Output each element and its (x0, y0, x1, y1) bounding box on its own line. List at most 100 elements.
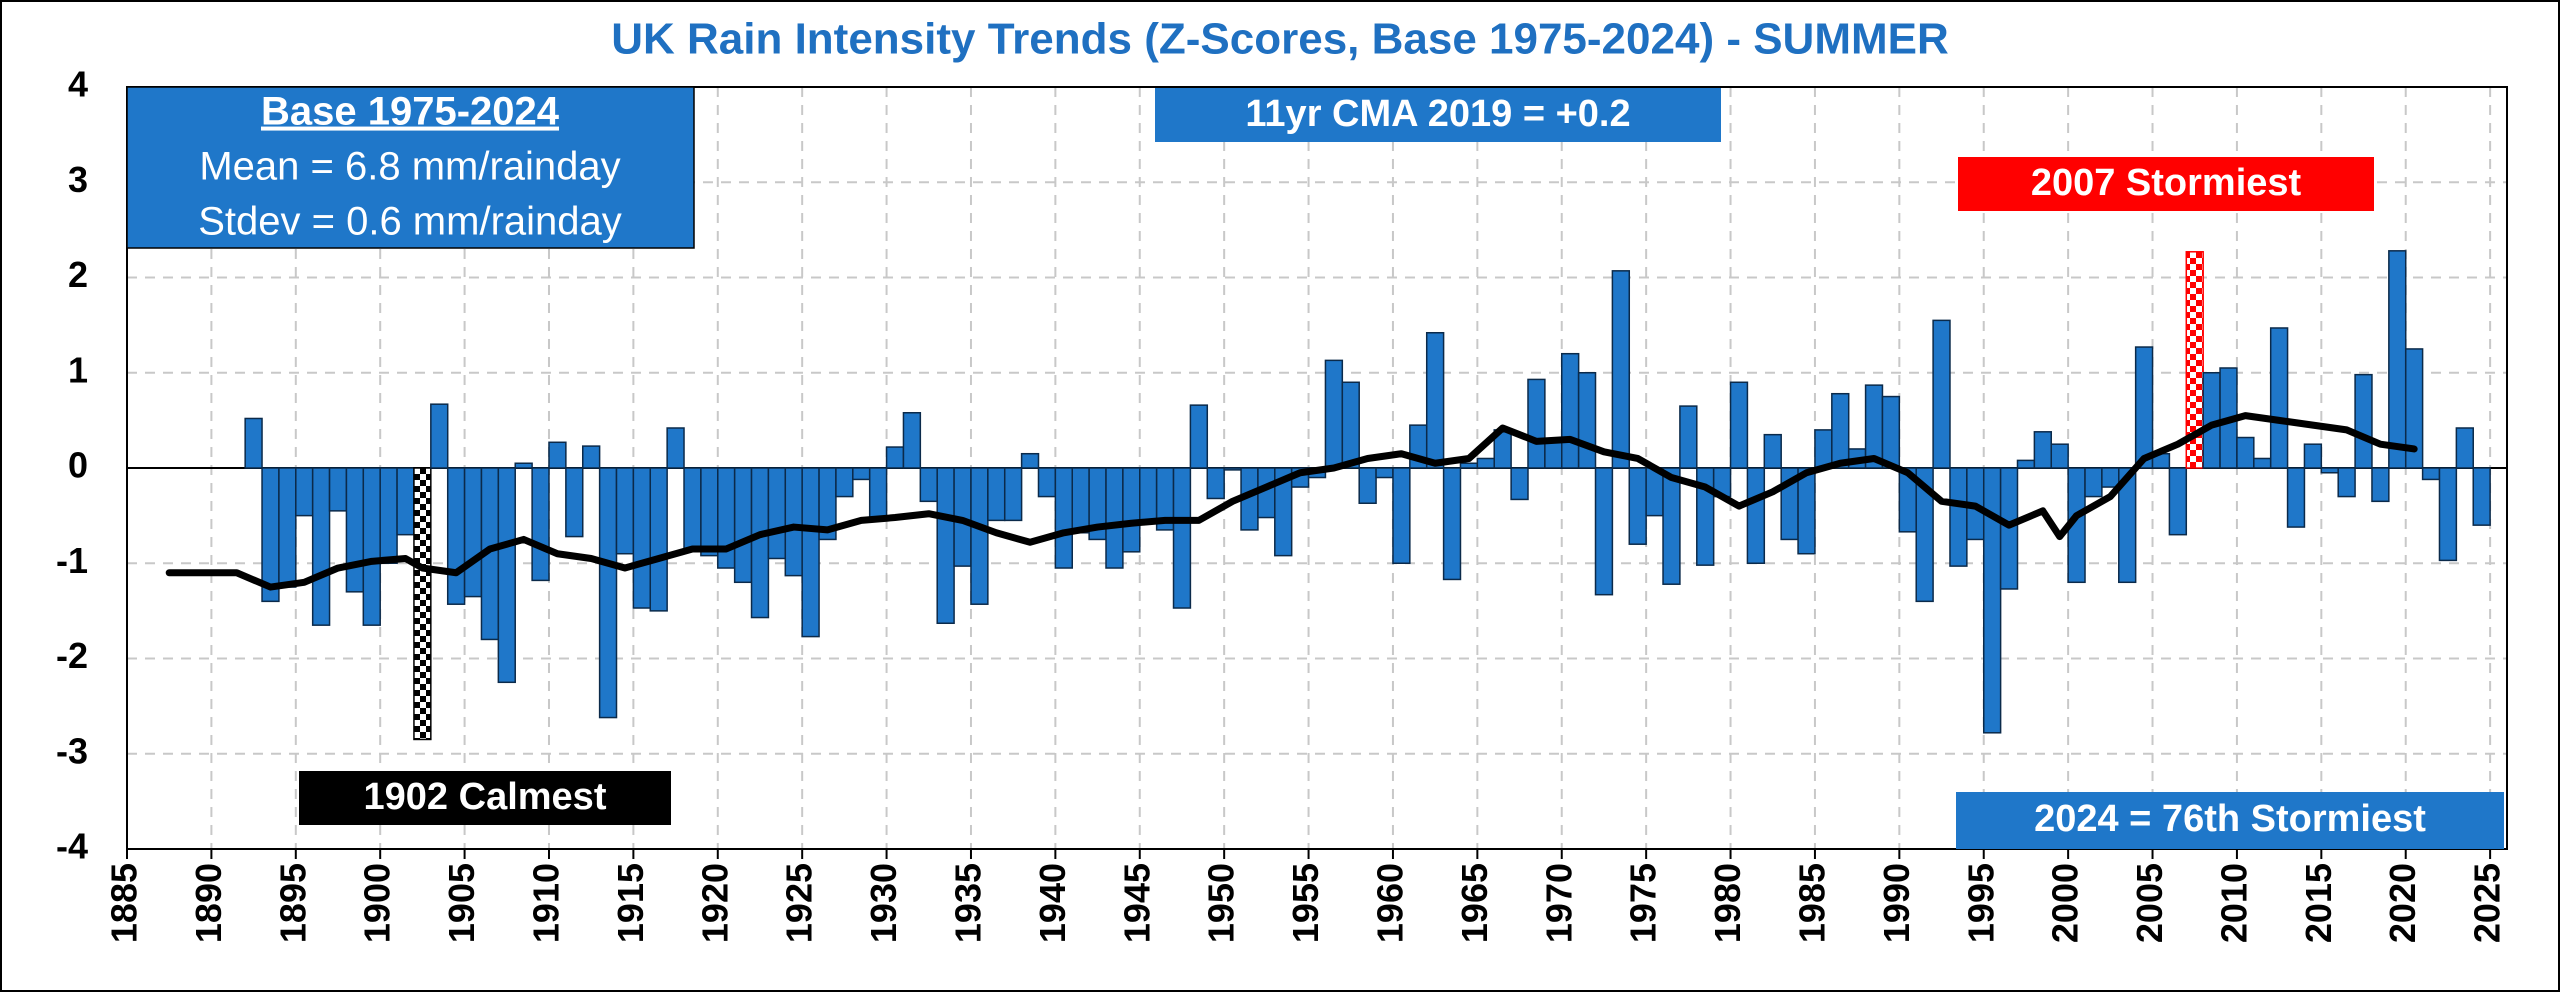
bar (2286, 467, 2306, 528)
bar (1679, 405, 1698, 469)
y-tick-label: 3 (68, 159, 88, 200)
x-tick-label: 1925 (779, 863, 820, 943)
bar (2303, 443, 2323, 469)
bar (2168, 467, 2188, 536)
bar (1831, 392, 1850, 469)
x-tick-label: 1970 (1538, 863, 1579, 943)
bar (1375, 467, 1394, 479)
x-tick-label: 1900 (357, 863, 398, 943)
bar (852, 467, 871, 481)
bar (311, 467, 331, 626)
bar (531, 467, 550, 582)
bar (1139, 467, 1158, 522)
bar (1577, 372, 1597, 469)
bar (1172, 467, 1192, 609)
bar (2472, 467, 2491, 526)
bar (295, 467, 314, 517)
y-tick-label: -2 (56, 635, 88, 676)
bar (548, 441, 567, 469)
bar (2455, 427, 2474, 469)
x-tick-label: 2000 (2045, 863, 2086, 943)
x-tick-label: 1890 (188, 863, 229, 943)
bar (767, 467, 787, 560)
bar (2084, 467, 2103, 498)
bar (1442, 467, 1462, 581)
bar (430, 403, 449, 469)
x-tick-label: 1990 (1876, 863, 1917, 943)
bar (2118, 467, 2137, 584)
bar (581, 445, 601, 469)
x-tick-label: 2015 (2298, 863, 2339, 943)
bar (1206, 467, 1225, 500)
x-tick-label: 1975 (1623, 863, 1664, 943)
y-tick-label: -4 (56, 826, 88, 867)
x-tick-label: 1920 (694, 863, 735, 943)
annotation-box (1155, 88, 1721, 142)
bar (1746, 467, 1766, 564)
bar (2236, 436, 2255, 469)
annotation-box (126, 86, 695, 249)
bar (2016, 459, 2036, 469)
y-tick-label: -1 (56, 540, 88, 581)
bar (379, 467, 398, 564)
bar (396, 467, 415, 536)
bar (2269, 327, 2289, 469)
bar (362, 467, 381, 626)
bar (497, 467, 516, 684)
x-tick-label: 2005 (2129, 863, 2170, 943)
x-tick-label: 1955 (1285, 863, 1326, 943)
bar (1729, 381, 1749, 469)
bar (1662, 467, 1681, 585)
x-tick-label: 1950 (1201, 863, 1242, 943)
bar (2388, 250, 2407, 469)
bar (1510, 467, 1529, 501)
x-tick-label: 1895 (272, 863, 313, 943)
bar (1527, 378, 1546, 469)
bar (801, 467, 820, 638)
bar (2101, 467, 2120, 488)
annotation: 1902 Calmest (364, 776, 607, 818)
x-tick-label: 1985 (1791, 863, 1832, 943)
bar (1122, 467, 1141, 553)
x-tick-label: 1905 (441, 863, 482, 943)
bar (1982, 467, 2002, 734)
x-tick-label: 1945 (1116, 863, 1157, 943)
bar (750, 467, 770, 619)
bar (1274, 467, 1293, 557)
bar (1932, 319, 1951, 469)
bar (2033, 431, 2053, 469)
bar (1949, 467, 1968, 567)
x-tick-label: 1960 (1369, 863, 1410, 943)
bar (1037, 467, 1057, 498)
bar (1814, 429, 1833, 469)
x-tick-label: 2025 (2467, 863, 2508, 943)
bar (463, 467, 483, 598)
annotation-box (299, 771, 671, 825)
bar (2134, 346, 2154, 469)
bar (278, 467, 297, 588)
bar (1054, 467, 1073, 569)
x-tick-label: 2020 (2382, 863, 2423, 943)
annotation: Stdev = 0.6 mm/rainday (198, 200, 622, 244)
bar (1459, 462, 1479, 469)
bar (1324, 359, 1344, 469)
y-tick-label: 2 (68, 254, 88, 295)
bar (2320, 467, 2339, 474)
bar (413, 467, 432, 741)
bar (835, 467, 854, 498)
bar (632, 467, 652, 609)
bar (1071, 467, 1090, 534)
bar (919, 467, 938, 503)
bar (2354, 373, 2373, 469)
bar (1763, 433, 1782, 469)
bar (2421, 467, 2441, 481)
bar (885, 446, 905, 469)
x-tick-label: 1930 (863, 863, 904, 943)
moving-average-line (165, 412, 2418, 591)
plot-border (126, 86, 2508, 850)
bar (1476, 457, 1495, 469)
bar (2185, 251, 2204, 469)
bar (2253, 457, 2272, 469)
bar (328, 467, 348, 512)
annotation: 2024 = 76th Stormiest (2034, 798, 2426, 840)
